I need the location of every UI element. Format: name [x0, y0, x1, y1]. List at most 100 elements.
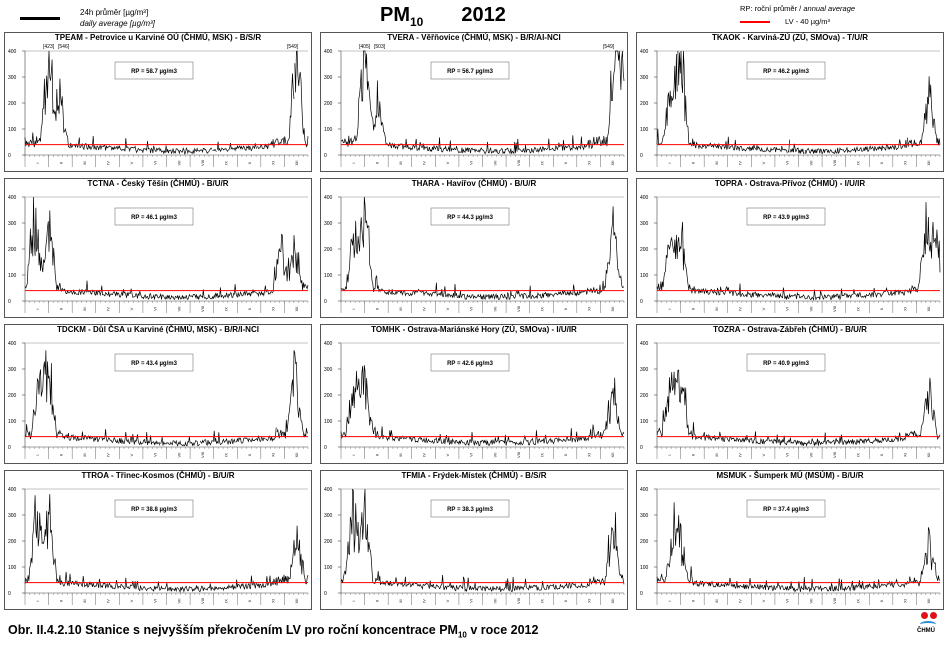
x-tick-label: XII	[294, 307, 299, 312]
x-tick-label: V	[445, 307, 450, 310]
y-tick-label: 100	[324, 127, 333, 133]
y-tick-label: 400	[8, 49, 17, 55]
rp-box	[430, 353, 510, 372]
rp-label: RP = 46.1 µg/m3	[131, 215, 178, 221]
x-tick-label: VIII	[200, 452, 205, 458]
legend-lv-label: LV - 40 µg/m³	[785, 17, 831, 26]
x-tick-label: II	[374, 600, 379, 602]
rp-box	[114, 499, 194, 518]
x-tick-label: VI	[469, 599, 474, 603]
x-tick-label: IV	[106, 161, 111, 165]
y-tick-label: 200	[324, 539, 333, 545]
daily-average-series	[24, 50, 309, 155]
y-tick-label: 400	[8, 487, 17, 493]
panel-title: TOPRA - Ostrava-Přívoz (ČHMÚ) - I/U/IR	[714, 179, 866, 188]
x-tick-label: XI	[587, 599, 592, 603]
station-panel: 0 100 200 300 400 I II III IV V VI VII VIII IX X XI XII R…	[320, 324, 628, 464]
y-tick-label: 400	[640, 487, 649, 493]
x-tick-label: VI	[785, 453, 790, 457]
y-tick-label: 0	[640, 591, 643, 597]
station-panel: 0 100 200 300 400 I II III IV V VI VII VIII IX X XI XII R…	[4, 324, 312, 464]
x-tick-label: I	[35, 308, 40, 309]
x-tick-label: VI	[153, 453, 158, 457]
x-tick-label: IX	[223, 599, 228, 603]
x-tick-label: III	[714, 307, 719, 310]
y-tick-label: 0	[640, 153, 643, 159]
x-tick-label: XI	[271, 307, 276, 311]
y-tick-label: 200	[640, 539, 649, 545]
x-tick-label: VIII	[832, 306, 837, 312]
x-tick-label: X	[879, 453, 884, 456]
legend-limit-value: RP: roční průměr / annual average LV - 4…	[740, 4, 940, 28]
legend-rp-en: annual average	[803, 4, 856, 13]
x-tick-label: IV	[106, 453, 111, 457]
daily-average-series	[340, 488, 625, 593]
x-tick-label: XII	[294, 161, 299, 166]
rp-label: RP = 37.4 µg/m3	[763, 507, 810, 513]
y-tick-label: 100	[640, 273, 649, 279]
x-tick-label: IV	[738, 161, 743, 165]
x-tick-label: VIII	[516, 306, 521, 312]
x-tick-label: I	[351, 308, 356, 309]
y-tick-label: 100	[8, 127, 17, 133]
x-tick-label: III	[714, 453, 719, 456]
y-tick-label: 300	[324, 513, 333, 519]
x-tick-label: II	[58, 454, 63, 456]
x-tick-label: III	[82, 599, 87, 602]
x-tick-label: II	[690, 600, 695, 602]
station-panel: 0 100 200 300 400 I II III IV V VI VII VIII IX X XI XII R…	[320, 178, 628, 318]
x-tick-label: II	[58, 600, 63, 602]
off-scale-annotation: [549]	[603, 44, 615, 50]
y-tick-label: 300	[8, 75, 17, 81]
x-tick-label: X	[247, 453, 252, 456]
x-tick-label: II	[58, 162, 63, 164]
x-tick-label: VIII	[200, 160, 205, 166]
x-tick-label: VI	[785, 161, 790, 165]
x-tick-label: V	[445, 161, 450, 164]
y-tick-label: 0	[8, 153, 11, 159]
rp-box	[114, 61, 194, 80]
x-tick-label: VIII	[200, 306, 205, 312]
x-tick-label: VII	[808, 307, 813, 312]
x-tick-label: V	[445, 599, 450, 602]
station-panel-grid: 0 100 200 300 400 I II III IV V VI VII VIII IX X XI XII R…	[4, 32, 945, 610]
rp-box	[430, 61, 510, 80]
x-tick-label: VII	[492, 453, 497, 458]
rp-label: RP = 44.3 µg/m3	[447, 215, 494, 221]
rp-box	[746, 207, 826, 226]
x-tick-label: V	[129, 599, 134, 602]
x-tick-label: IX	[223, 453, 228, 457]
x-tick-label: V	[761, 599, 766, 602]
rp-label: RP = 40.9 µg/m3	[763, 361, 810, 367]
x-tick-label: X	[563, 599, 568, 602]
rp-label: RP = 58.7 µg/m3	[131, 69, 178, 75]
x-tick-label: V	[129, 161, 134, 164]
panel-title: THARA - Havířov (ČHMÚ) - B/U/R	[411, 179, 537, 188]
x-tick-label: III	[714, 599, 719, 602]
x-tick-label: V	[761, 307, 766, 310]
x-tick-label: XII	[610, 307, 615, 312]
y-tick-label: 300	[8, 221, 17, 227]
legend-rp-cz: RP: roční průměr /	[740, 4, 804, 13]
x-tick-label: IX	[855, 453, 860, 457]
x-tick-label: XI	[903, 307, 908, 311]
x-tick-label: VII	[492, 307, 497, 312]
x-tick-label: IV	[738, 453, 743, 457]
panel-title: TVERA - Věřňovice (ČHMÚ, MSK) - B/R/AI-N…	[387, 33, 561, 42]
x-tick-label: VI	[469, 307, 474, 311]
x-tick-label: I	[351, 162, 356, 163]
y-tick-label: 0	[8, 299, 11, 305]
x-tick-label: VI	[469, 161, 474, 165]
x-tick-label: IX	[539, 453, 544, 457]
y-tick-label: 400	[324, 195, 333, 201]
off-scale-annotation: [546]	[58, 44, 70, 50]
x-tick-label: X	[247, 161, 252, 164]
x-tick-label: XI	[903, 599, 908, 603]
y-tick-label: 200	[8, 101, 17, 107]
x-tick-label: IX	[223, 161, 228, 165]
